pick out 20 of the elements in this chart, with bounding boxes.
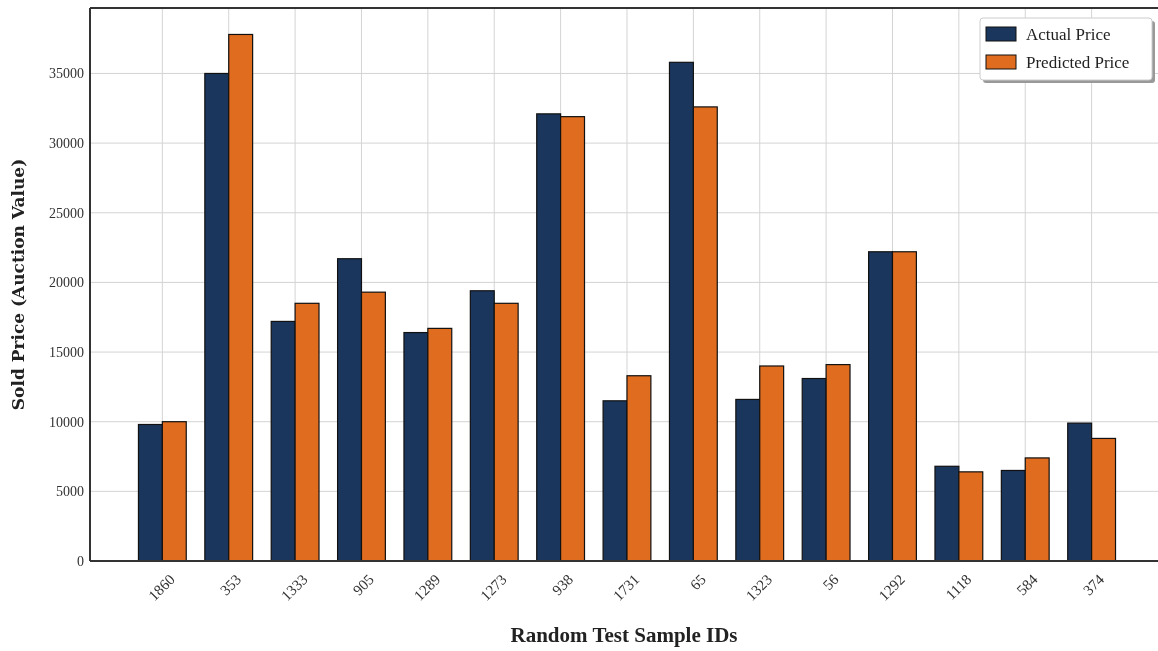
x-tick-label: 938 (548, 571, 577, 599)
legend-label: Actual Price (1026, 24, 1111, 44)
x-tick-label: 905 (349, 571, 378, 599)
y-tick-label: 0 (77, 553, 84, 569)
y-tick-label: 20000 (49, 275, 84, 291)
x-tick-label: 353 (217, 571, 245, 599)
x-axis-title: Random Test Sample IDs (510, 623, 738, 647)
legend-label: Predicted Price (1026, 52, 1130, 72)
x-tick-label: 65 (686, 571, 709, 594)
y-tick-label: 10000 (49, 414, 84, 430)
x-tick-label: 584 (1013, 570, 1042, 599)
y-tick-label: 25000 (49, 205, 84, 221)
x-tick-label: 1118 (942, 571, 975, 603)
y-tick-label: 15000 (49, 344, 84, 360)
y-tick-label: 35000 (49, 66, 84, 82)
y-tick-label: 5000 (56, 484, 84, 500)
x-tick-label: 374 (1079, 570, 1108, 599)
y-tick-label: 30000 (49, 136, 84, 152)
y-axis-title: Sold Price (Auction Value) (8, 158, 28, 411)
x-tick-label: 56 (819, 570, 843, 594)
